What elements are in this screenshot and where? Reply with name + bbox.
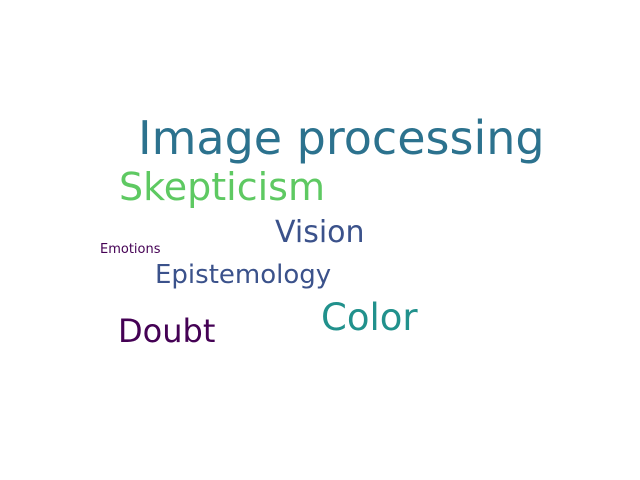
word-skepticism: Skepticism <box>119 165 325 209</box>
word-color: Color <box>321 296 418 339</box>
word-doubt: Doubt <box>118 312 216 350</box>
word-vision: Vision <box>275 215 365 250</box>
word-epistemology: Epistemology <box>155 260 332 290</box>
word-emotions: Emotions <box>100 242 161 257</box>
word-image-processing: Image processing <box>138 111 545 165</box>
